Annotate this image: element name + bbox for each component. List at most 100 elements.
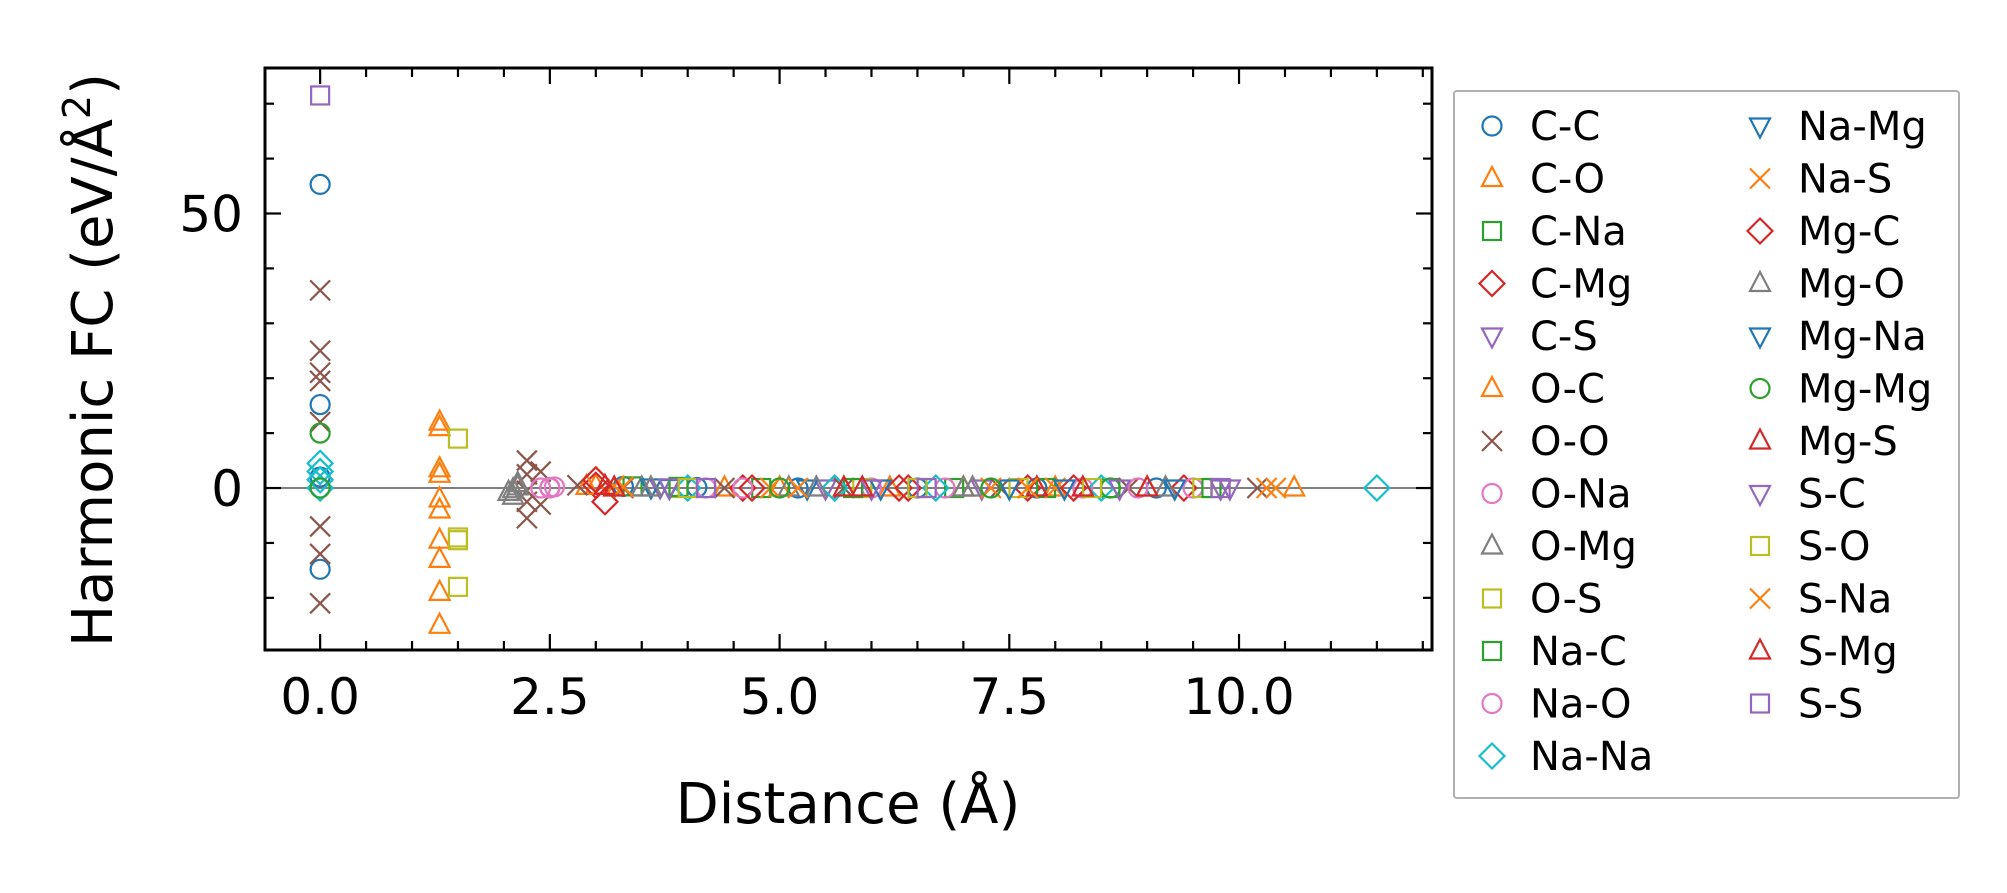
data-point [309,393,331,416]
legend-entry: O-O [1481,419,1610,465]
legend-marker [1477,269,1507,298]
legend-label: C-C [1530,104,1600,150]
y-tick-label: 50 [179,186,243,244]
legend-marker [1480,327,1504,350]
legend-marker [1480,532,1504,555]
legend-label: O-S [1530,577,1602,623]
legend-label: O-C [1530,367,1605,413]
data-point [1081,477,1103,499]
data-point [427,611,452,634]
legend-marker [1748,327,1772,350]
legend-marker [1748,117,1772,140]
legend-label: Mg-C [1798,209,1900,255]
data-point [501,475,525,499]
legend-entry: O-Mg [1480,524,1637,570]
data-point [427,460,452,483]
data-point [776,474,801,497]
x-tick-label: 7.5 [970,668,1050,726]
data-point [427,413,452,437]
data-point [309,279,331,302]
y-axis-label-close: ) [61,73,126,95]
data-point [1362,473,1391,503]
legend-entry: Mg-S [1748,419,1898,465]
y-axis-label-superscript: 2 [55,95,99,119]
legend-marker [1749,587,1771,610]
legend-label: S-Na [1798,577,1892,623]
legend-marker [1481,482,1503,505]
y-axis-label-main: Harmonic FC (eV/Å [60,119,126,647]
legend-marker [1481,115,1503,137]
legend-marker [1481,692,1503,715]
legend-entry: C-O [1480,157,1605,203]
data-point [859,479,884,502]
legend-label: Na-S [1798,157,1892,203]
legend-label: S-C [1798,472,1866,518]
series-o-s [447,428,1213,597]
legend-entry: Na-Mg [1748,104,1927,150]
x-axis-label: Distance (Å) [676,771,1021,837]
data-point [1210,477,1231,499]
data-point [309,477,331,499]
legend-marker [1749,167,1771,190]
data-point [695,477,717,499]
data-point [1246,477,1269,499]
data-point [309,592,331,615]
data-point [1265,477,1287,499]
legend-marker [1748,484,1772,508]
data-point [1255,477,1278,499]
legend-entry: S-Mg [1748,629,1898,675]
legend-marker [1481,640,1503,662]
data-point [1135,474,1159,497]
legend-marker [1481,588,1503,609]
data-point [427,526,452,549]
data-point [804,474,829,497]
data-point [447,576,469,597]
legend-label: S-Mg [1798,629,1898,675]
data-point [878,474,902,497]
legend-entry: Mg-C [1745,209,1900,255]
data-point [1107,479,1132,502]
legend-marker [1748,427,1772,450]
data-point [997,479,1022,502]
data-point [447,428,469,449]
legend-marker [1748,269,1772,293]
data-point [310,85,331,106]
data-point [427,485,452,508]
data-point [980,477,1002,499]
data-point [539,476,561,499]
series-s-na [612,476,1287,499]
x-tick-label: 5.0 [740,668,820,726]
legend-entry: C-S [1480,314,1598,360]
data-point [427,496,452,519]
x-tick-label: 0.0 [280,668,360,726]
legend-entry: S-S [1749,682,1863,728]
data-point [768,477,791,499]
data-point [712,474,737,497]
data-point [916,477,937,499]
data-point [501,482,525,505]
legend-marker [1748,637,1772,660]
legend-label: Mg-O [1798,262,1905,308]
legend-entry: S-Na [1749,577,1892,623]
data-point [447,530,469,551]
legend: C-C C-O C-Na C-Mg C-S O-C O-O O-Na O-Mg O-S Na-C Na… [1477,104,1932,780]
legend-marker [1745,216,1775,246]
x-tick-label: 10.0 [1183,668,1294,726]
data-point [309,411,331,433]
data-point [309,422,331,444]
axis-tick-labels: 0.0 2.5 5.0 7.5 10.0 0 50 [179,186,1294,727]
data-point [1153,474,1178,497]
legend-label: O-Na [1530,472,1631,518]
legend-marker [1477,741,1507,771]
legend-label: Na-Mg [1798,104,1927,150]
legend-entry: C-Mg [1477,262,1632,308]
series-c-o [427,408,1306,634]
legend-label: Mg-Na [1798,314,1927,360]
data-point [309,173,331,195]
data-point [713,477,736,499]
data-point [602,474,627,497]
legend-label: S-S [1798,682,1863,728]
legend-entry: S-C [1748,472,1866,518]
data-point [530,477,552,499]
